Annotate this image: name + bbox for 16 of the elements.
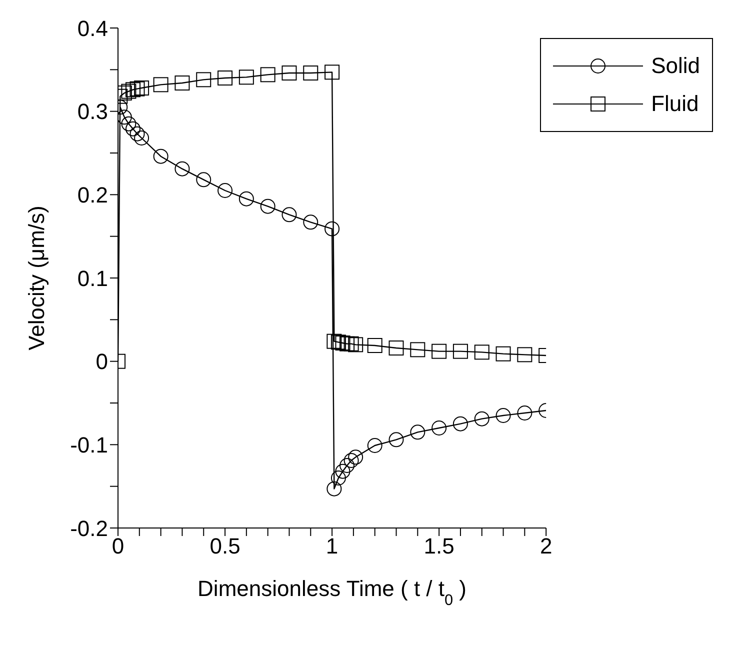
legend-label: Fluid (651, 91, 699, 117)
y-tick-label: -0.2 (70, 516, 108, 541)
x-tick-label: 1.5 (424, 534, 454, 559)
x-axis-title: Dimensionless Time ( t / t$_{0}$ ) (198, 576, 467, 608)
x-tick-label: 1 (326, 534, 338, 559)
x-tick-label: 0.5 (210, 534, 240, 559)
legend-label: Solid (651, 53, 700, 79)
y-tick-label: 0.2 (77, 182, 108, 208)
y-tick-label: 0.1 (77, 266, 108, 291)
y-tick-label: -0.1 (70, 432, 108, 458)
y-tick-label: 0.4 (77, 16, 108, 41)
y-axis-title: Velocity (μm/s) (24, 206, 49, 350)
x-tick-label: 0 (112, 534, 124, 559)
y-tick-label: 0 (96, 349, 108, 374)
x-tick-label: 2 (540, 534, 552, 559)
y-tick-label: 0.3 (77, 99, 108, 124)
